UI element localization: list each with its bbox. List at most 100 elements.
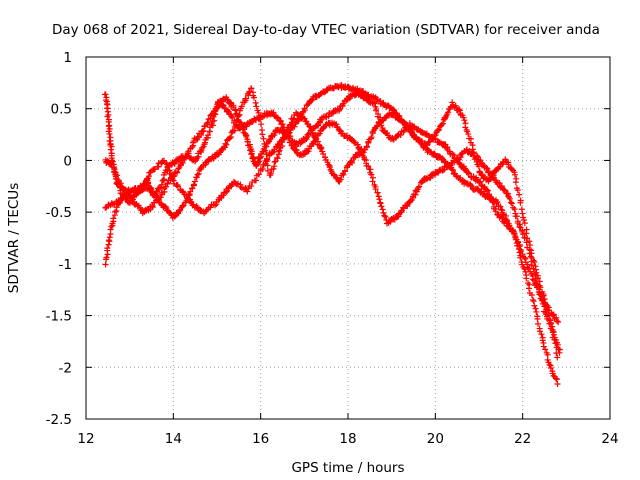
- data-point: [547, 325, 554, 332]
- data-point: [317, 145, 324, 152]
- data-point: [103, 97, 110, 104]
- data-point: [106, 138, 113, 145]
- data-point: [264, 156, 271, 163]
- data-point: [301, 105, 308, 112]
- data-point: [381, 212, 388, 219]
- data-point: [475, 163, 482, 170]
- data-point: [134, 185, 141, 192]
- data-point: [431, 132, 438, 139]
- x-tick-label: 20: [427, 431, 444, 447]
- data-point: [553, 314, 560, 321]
- data-point: [438, 121, 445, 128]
- data-point: [553, 344, 560, 351]
- data-point: [368, 134, 375, 141]
- data-point: [514, 187, 521, 194]
- data-point: [484, 187, 491, 194]
- data-point: [553, 376, 560, 383]
- axis-ticks: [85, 56, 611, 420]
- data-point: [466, 170, 473, 177]
- data-point: [555, 318, 562, 325]
- data-point: [544, 306, 551, 313]
- data-point: [285, 130, 292, 137]
- axis-tick-labels: 12 14 16 18 20 22 24 1 0.5 0 -0.5 -1 -1.5 -2 -2.5: [46, 50, 619, 447]
- data-point: [189, 185, 196, 192]
- data-point: [207, 204, 214, 211]
- data-point: [445, 109, 452, 116]
- data-point: [250, 94, 257, 101]
- x-tick-label: 24: [601, 431, 618, 447]
- data-point: [544, 351, 551, 358]
- data-point: [516, 243, 523, 250]
- data-point: [209, 111, 216, 118]
- data-point: [395, 113, 402, 120]
- data-point: [182, 153, 189, 160]
- data-point: [492, 208, 499, 215]
- data-point: [270, 109, 277, 116]
- data-point: [267, 170, 274, 177]
- data-point: [108, 223, 115, 230]
- data-point: [238, 103, 245, 110]
- data-point: [516, 191, 523, 198]
- data-point: [244, 188, 251, 195]
- data-point: [193, 136, 200, 143]
- data-point: [508, 166, 515, 173]
- data-point: [512, 179, 519, 186]
- data-point: [179, 159, 186, 166]
- data-point: [235, 112, 242, 119]
- data-point: [106, 130, 113, 137]
- data-point: [424, 142, 431, 149]
- data-point: [553, 350, 560, 357]
- data-point: [252, 99, 259, 106]
- x-tick-label: 14: [165, 431, 182, 447]
- data-point: [516, 223, 523, 230]
- data-point: [289, 116, 296, 123]
- data-point: [529, 296, 536, 303]
- data-point: [415, 184, 422, 191]
- data-point: [376, 196, 383, 203]
- data-point: [530, 298, 537, 305]
- data-point: [523, 230, 530, 237]
- data-point: [498, 206, 505, 213]
- data-point: [483, 164, 490, 171]
- data-point: [149, 202, 156, 209]
- y-tick-label: 1: [63, 50, 72, 66]
- y-tick-label: 0: [63, 153, 72, 169]
- data-point: [191, 178, 198, 185]
- data-point: [309, 96, 316, 103]
- x-axis-label: GPS time / hours: [291, 460, 404, 476]
- data-point: [470, 152, 477, 159]
- data-point: [158, 181, 165, 188]
- data-point: [227, 134, 234, 141]
- data-point: [176, 208, 183, 215]
- data-point: [258, 121, 265, 128]
- data-point: [545, 312, 552, 319]
- data-point: [533, 308, 540, 315]
- data-point: [498, 182, 505, 189]
- data-point: [493, 199, 500, 206]
- data-point: [229, 114, 236, 121]
- data-point: [397, 131, 404, 138]
- data-point: [373, 107, 380, 114]
- data-point: [106, 234, 113, 241]
- x-tick-label: 18: [339, 431, 356, 447]
- y-tick-label: -2.5: [46, 412, 72, 428]
- data-point: [435, 127, 442, 134]
- data-point: [538, 331, 545, 338]
- data-point: [270, 165, 277, 172]
- data-point: [248, 183, 255, 190]
- data-point: [174, 183, 181, 190]
- data-point: [233, 118, 240, 125]
- y-tick-label: -0.5: [46, 205, 72, 221]
- data-point: [546, 361, 553, 368]
- data-point: [281, 136, 288, 143]
- data-point: [110, 215, 117, 222]
- data-point: [542, 346, 549, 353]
- data-point: [382, 213, 389, 220]
- data-point: [461, 117, 468, 124]
- data-point: [465, 131, 472, 138]
- data-point: [248, 85, 255, 92]
- data-point: [178, 159, 185, 166]
- data-point: [141, 181, 148, 188]
- data-point: [365, 163, 372, 170]
